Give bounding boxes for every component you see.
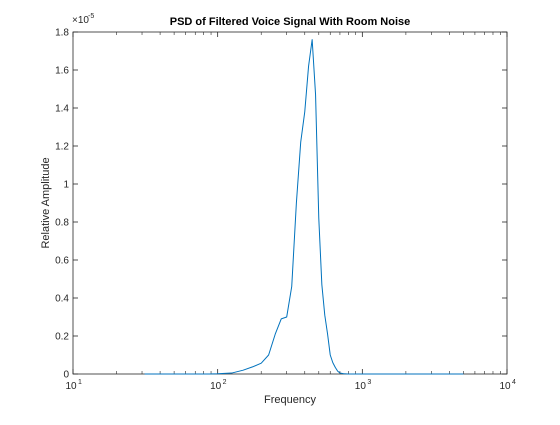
y-tick-label: 1.2 [55,142,69,153]
y-multiplier-base: ×10 [72,15,89,26]
y-tick-label: 1.8 [55,28,69,39]
psd-series-line [144,39,464,375]
x-tick-label: 10 [355,381,367,392]
x-tick-label: 10 [65,381,77,392]
x-tick-label-exponent: 2 [223,379,227,386]
y-tick-label: 1.6 [55,66,69,77]
x-tick-label: 10 [499,381,511,392]
chart-marks: 00.20.40.60.811.21.41.61.810 1 10 2 10 3 10 4 [55,28,516,393]
x-tick-label-exponent: 1 [78,379,82,386]
y-tick-label: 0.6 [55,256,69,267]
y-tick-label: 1.4 [55,104,69,115]
x-tick-label-exponent: 4 [512,379,516,386]
y-multiplier-exponent: -5 [88,13,94,20]
x-tick-label-exponent: 3 [367,379,371,386]
y-tick-label: 1 [63,180,69,191]
y-axis-title: Relative Amplitude [40,157,52,248]
y-tick-label: 0 [63,370,69,381]
y-axis-multiplier: ×10 -5 [72,13,94,26]
y-tick-label: 0.4 [55,294,69,305]
y-tick-label: 0.2 [55,332,69,343]
y-tick-label: 0.8 [55,218,69,229]
plot-area-box [72,31,508,375]
x-tick-label: 10 [210,381,222,392]
chart-title: PSD of Filtered Voice Signal With Room N… [170,16,411,28]
x-axis-title: Frequency [264,394,316,406]
